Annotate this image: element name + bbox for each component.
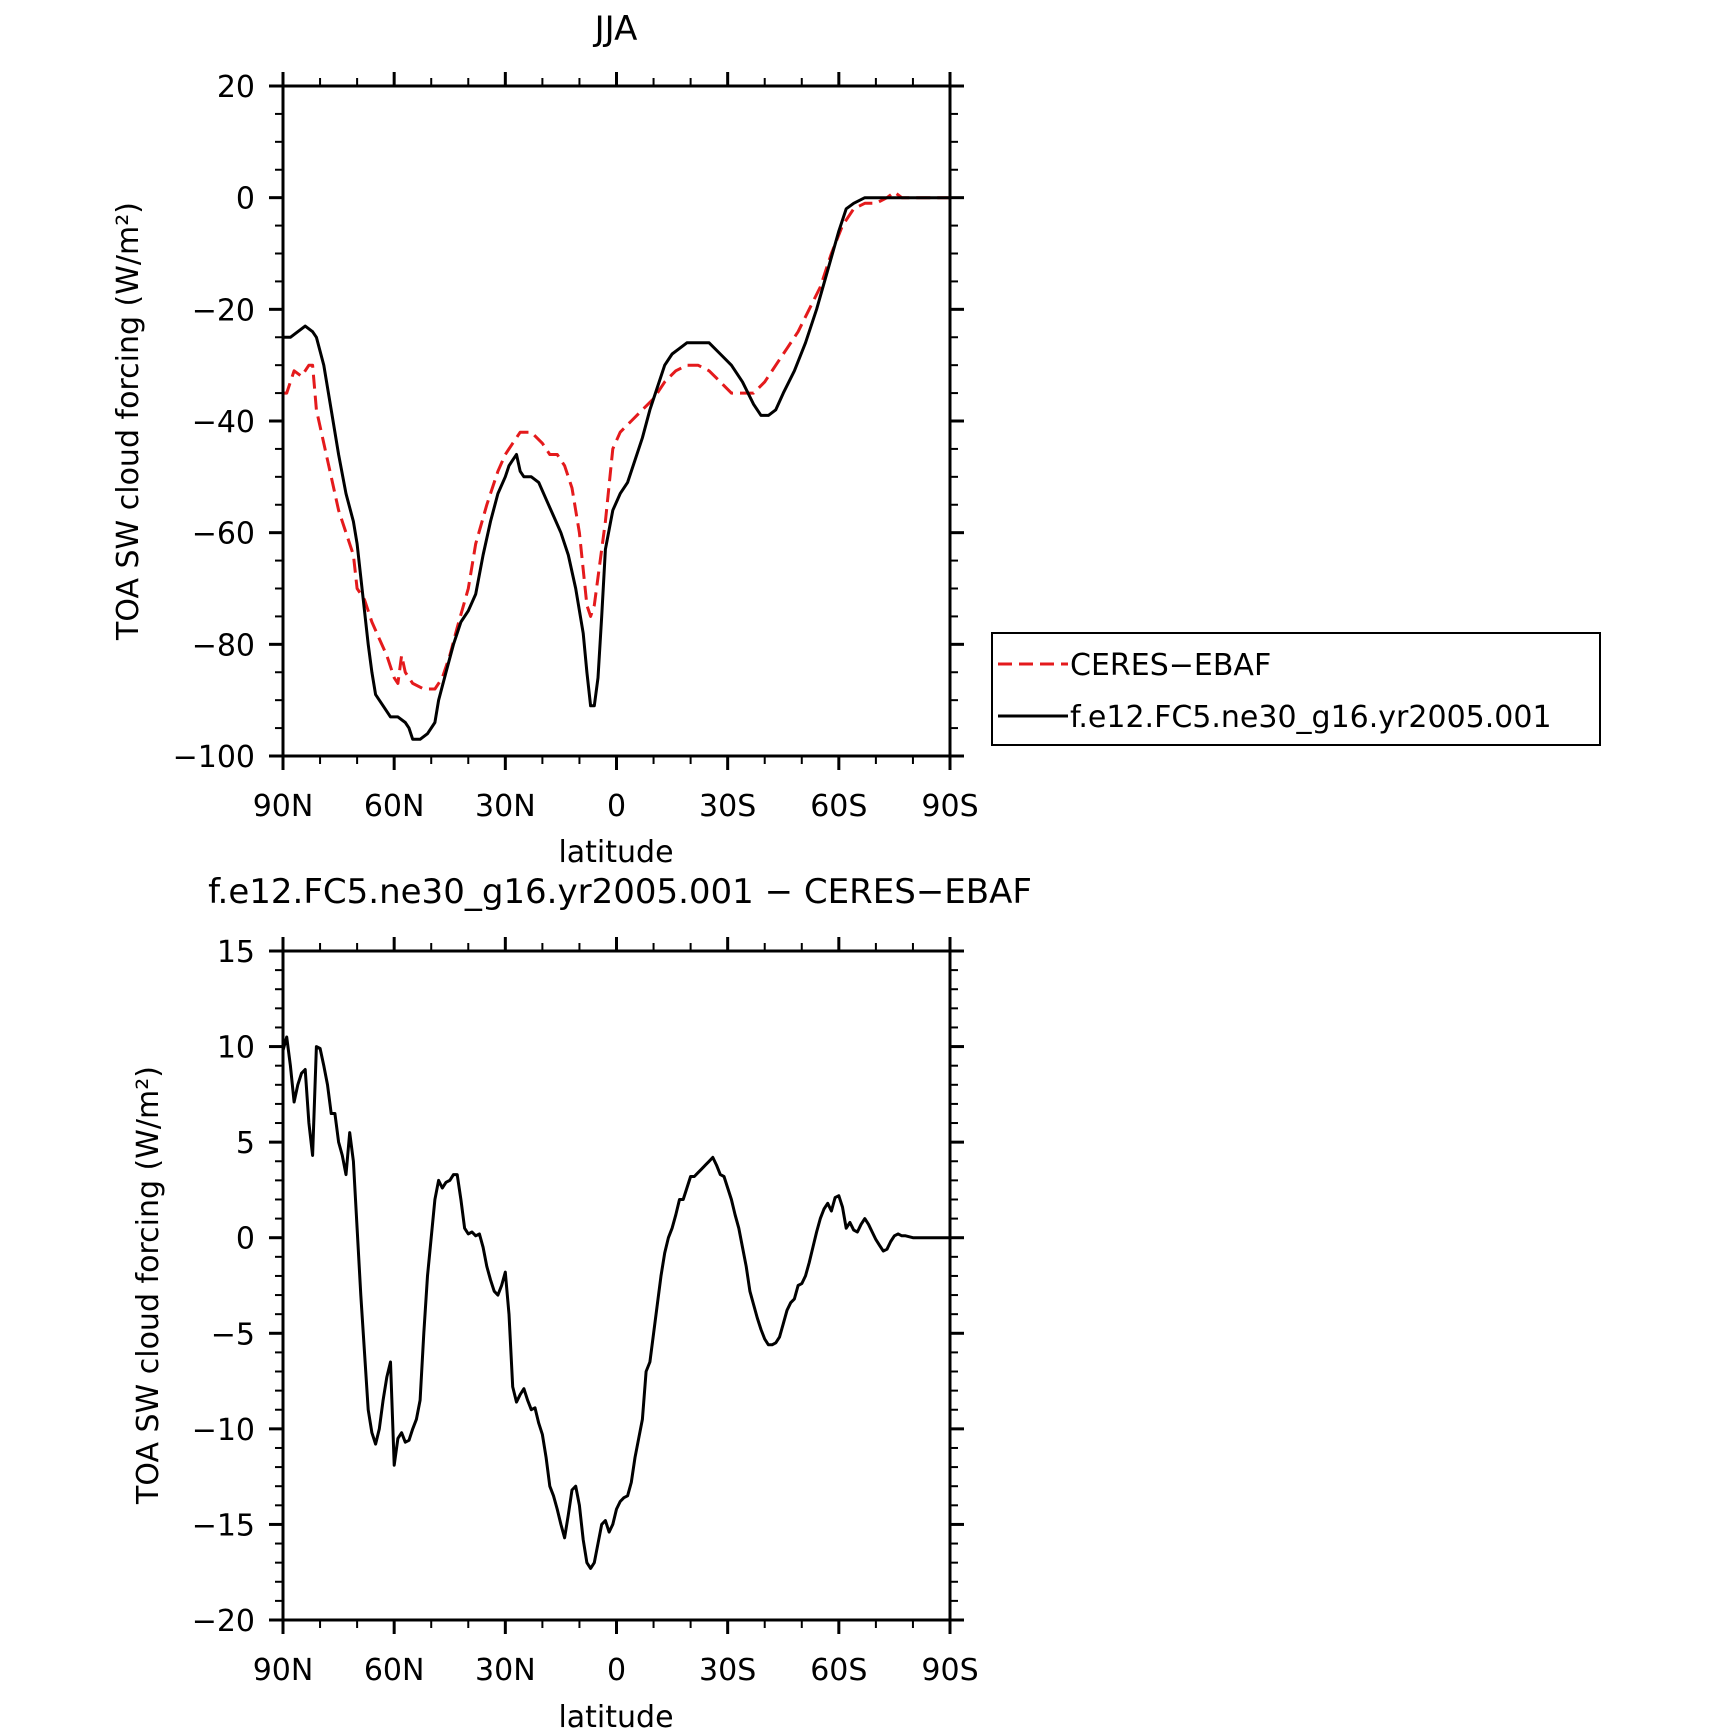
- x-tick-label: 30N: [475, 789, 536, 824]
- legend: CERES−EBAF f.e12.FC5.ne30_g16.yr2005.001: [991, 632, 1601, 746]
- top-y-tick-labels: 20 0 −20 −40 −60 −80 −100: [173, 70, 255, 775]
- bottom-chart-title: f.e12.FC5.ne30_g16.yr2005.001 − CERES−EB…: [208, 872, 1032, 912]
- top-x-tick-labels: 90N 60N 30N 0 30S 60S 90S: [253, 789, 979, 824]
- y-tick-label: −100: [173, 740, 255, 775]
- x-tick-label: 30S: [699, 789, 756, 824]
- bottom-x-ticks: [281, 937, 952, 1634]
- x-tick-label: 0: [607, 789, 626, 824]
- top-y-ticks: [269, 84, 964, 758]
- x-tick-label: 60S: [810, 1653, 867, 1688]
- x-tick-label: 30S: [699, 1653, 756, 1688]
- y-tick-label: 0: [236, 182, 255, 217]
- y-tick-label: −20: [192, 1604, 255, 1639]
- top-x-axis-label: latitude: [558, 835, 673, 870]
- series-line-1: [283, 196, 950, 741]
- top-x-ticks: [281, 72, 952, 770]
- y-tick-label: −40: [192, 405, 255, 440]
- x-tick-label: 60S: [810, 789, 867, 824]
- y-tick-label: 5: [236, 1126, 255, 1161]
- top-plot-frame: [281, 84, 952, 758]
- x-tick-label: 90S: [921, 1653, 978, 1688]
- y-tick-label: 20: [217, 70, 255, 105]
- x-tick-label: 90N: [253, 789, 314, 824]
- bottom-panel: f.e12.FC5.ne30_g16.yr2005.001 − CERES−EB…: [131, 872, 1032, 1734]
- legend-label-model: f.e12.FC5.ne30_g16.yr2005.001: [1070, 700, 1552, 735]
- bottom-series: [281, 1035, 950, 1570]
- legend-label-ceres: CERES−EBAF: [1070, 648, 1271, 683]
- series-line-0: [281, 1035, 950, 1570]
- y-tick-label: −60: [192, 517, 255, 552]
- y-tick-label: −5: [211, 1317, 255, 1352]
- y-tick-label: 0: [236, 1222, 255, 1257]
- x-tick-label: 60N: [364, 1653, 425, 1688]
- legend-box: [991, 632, 1601, 746]
- bottom-plot-frame: [281, 949, 952, 1622]
- bottom-y-axis-label: TOA SW cloud forcing (W/m²): [131, 1066, 166, 1505]
- x-tick-label: 60N: [364, 789, 425, 824]
- x-tick-label: 0: [607, 1653, 626, 1688]
- top-chart-title: JJA: [593, 9, 638, 49]
- y-tick-label: −10: [192, 1413, 255, 1448]
- top-series: [283, 190, 950, 741]
- top-y-axis-label: TOA SW cloud forcing (W/m²): [111, 202, 146, 641]
- y-tick-label: −20: [192, 293, 255, 328]
- x-tick-label: 30N: [475, 1653, 536, 1688]
- bottom-y-ticks: [269, 949, 964, 1622]
- bottom-x-tick-labels: 90N 60N 30N 0 30S 60S 90S: [253, 1653, 979, 1688]
- series-line-0: [283, 190, 950, 691]
- y-tick-label: −80: [192, 628, 255, 663]
- bottom-x-axis-label: latitude: [558, 1700, 673, 1734]
- y-tick-label: −15: [192, 1508, 255, 1543]
- x-tick-label: 90N: [253, 1653, 314, 1688]
- x-tick-label: 90S: [921, 789, 978, 824]
- bottom-y-tick-labels: 15 10 5 0 −5 −10 −15 −20: [192, 935, 255, 1639]
- top-panel: JJA 20 0 −20 −40 −60 −80 −100 90N 60N 30N 0 30S 60S…: [111, 9, 1601, 870]
- y-tick-label: 15: [217, 935, 255, 970]
- y-tick-label: 10: [217, 1031, 255, 1066]
